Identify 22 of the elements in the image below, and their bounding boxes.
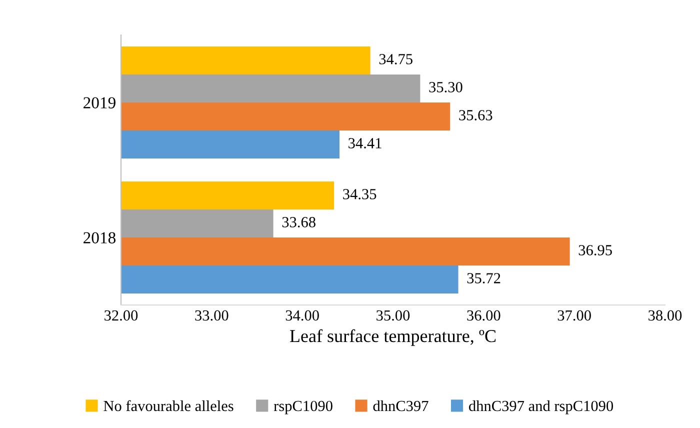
legend-label: dhnC397 and rspC1090 [469,400,614,414]
x-tick-label: 34.00 [286,310,319,321]
x-tick-label: 36.00 [467,310,500,321]
x-tick-label: 38.00 [648,310,682,321]
y-tick-label: 2019 [84,97,116,108]
data-label: 35.30 [429,82,462,92]
legend-label: rspC1090 [274,400,332,414]
legend-label: No favourable alleles [104,400,234,412]
data-label: 35.63 [459,110,492,120]
data-label: 33.68 [282,217,316,228]
x-tick-label: 32.00 [104,310,138,321]
x-tick-label: 33.00 [195,310,228,321]
data-label: 34.75 [379,54,412,64]
data-label: 36.95 [578,245,612,256]
legend-label: dhnC397 [373,400,428,412]
x-tick-label: 37.00 [558,310,591,321]
x-axis-title: Leaf surface temperature, ºC [290,329,496,346]
x-tick-label: 35.00 [376,310,410,321]
data-label: 35.72 [467,273,500,284]
y-tick-label: 2018 [84,232,116,244]
data-label: 34.35 [343,189,376,200]
data-label: 34.41 [348,138,382,148]
